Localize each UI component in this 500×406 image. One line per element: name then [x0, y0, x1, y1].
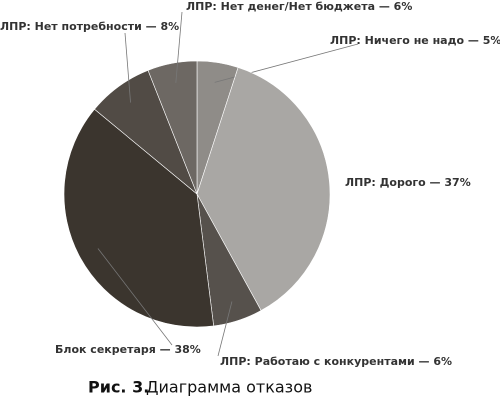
slice-label: ЛПР: Работаю с конкурентами — 6% [220, 355, 452, 368]
slice-label: Блок секретаря — 38% [55, 343, 201, 356]
slice-label: ЛПР: Ничего не надо — 5% [330, 34, 500, 47]
leader-line [124, 32, 131, 103]
slice-label: ЛПР: Дорого — 37% [345, 176, 471, 189]
slice-label: ЛПР: Нет денег/Нет бюджета — 6% [186, 0, 412, 13]
leader-line [217, 301, 233, 357]
leader-line [97, 248, 173, 346]
slice-label: ЛПР: Нет потребности — 8% [0, 20, 179, 33]
pie-slice [196, 67, 331, 311]
caption-label: Рис. 3. [88, 378, 149, 397]
leader-line [175, 11, 183, 83]
pie-slice [147, 60, 198, 195]
pie-slice [63, 108, 215, 328]
caption: Диаграмма отказов [146, 378, 312, 397]
